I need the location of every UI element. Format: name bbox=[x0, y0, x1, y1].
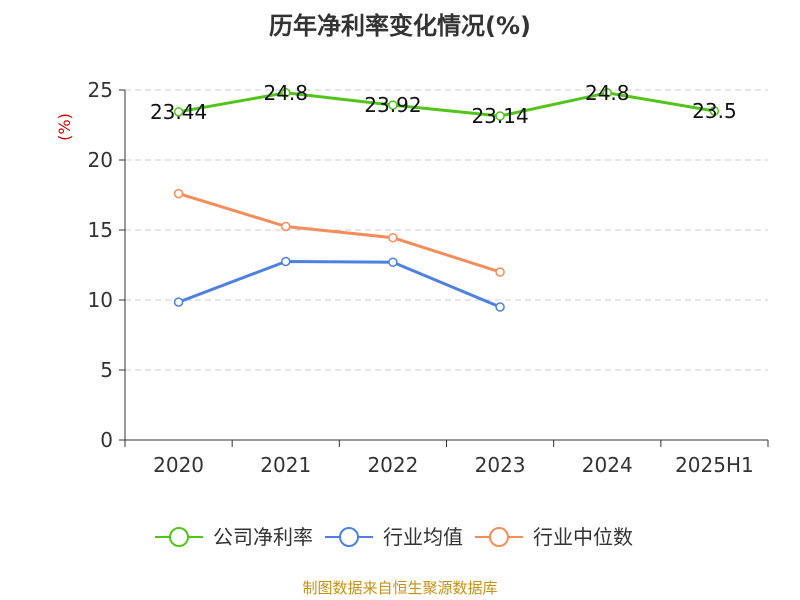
y-tick-label-25: 25 bbox=[88, 78, 113, 102]
series-0-point-2024 bbox=[602, 88, 612, 98]
legend-item-2: 行业中位数 bbox=[475, 525, 633, 549]
legend-label-0: 公司净利率 bbox=[213, 525, 313, 549]
data-label-2023: 23.14 bbox=[471, 104, 528, 128]
legend-label-1: 行业均值 bbox=[383, 525, 463, 549]
series-0-point-2023 bbox=[495, 111, 505, 121]
y-tick-label-10: 10 bbox=[88, 288, 113, 312]
x-tick-label-2023: 2023 bbox=[475, 453, 526, 477]
x-tick-label-2021: 2021 bbox=[260, 453, 311, 477]
legend-item-0: 公司净利率 bbox=[155, 525, 313, 549]
data-label-2022: 23.92 bbox=[364, 93, 421, 117]
data-label-2024: 24.8 bbox=[585, 81, 630, 105]
legend-marker-0 bbox=[169, 527, 189, 547]
data-label-2020: 23.44 bbox=[150, 100, 207, 124]
grid-lines bbox=[125, 89, 768, 371]
legend-item-1: 行业均值 bbox=[325, 525, 463, 549]
legend-marker-2 bbox=[489, 527, 509, 547]
legend-label-2: 行业中位数 bbox=[533, 525, 633, 549]
data-label-2021: 24.8 bbox=[263, 81, 308, 105]
source-note: 制图数据来自恒生聚源数据库 bbox=[302, 579, 497, 597]
series-1-point-2022 bbox=[388, 257, 398, 267]
series-0-point-2020 bbox=[173, 107, 184, 117]
series-0-point-2025H1 bbox=[709, 106, 720, 116]
series-1-point-2020 bbox=[173, 297, 184, 307]
y-tick-label-5: 5 bbox=[100, 358, 113, 382]
x-tick-label-2020: 2020 bbox=[153, 453, 204, 477]
series-line-0 bbox=[177, 91, 716, 118]
series-1-point-2023 bbox=[495, 302, 505, 312]
x-tick-label-2022: 2022 bbox=[367, 453, 418, 477]
series-2-point-2023 bbox=[495, 267, 505, 277]
series-line-2 bbox=[177, 192, 502, 274]
series-2-point-2020 bbox=[173, 188, 184, 199]
x-tick-label-2025H1: 2025H1 bbox=[675, 453, 754, 477]
series-1-point-2021 bbox=[281, 256, 291, 267]
series-line-1 bbox=[177, 260, 502, 309]
data-label-2025H1: 23.5 bbox=[692, 99, 737, 123]
chart-title: 历年净利率变化情况(%) bbox=[269, 12, 531, 40]
y-tick-label-20: 20 bbox=[88, 148, 113, 172]
x-tick-label-2024: 2024 bbox=[582, 453, 633, 477]
legend: 公司净利率 行业均值 行业中位数 bbox=[155, 525, 633, 549]
legend-marker-1 bbox=[339, 527, 359, 547]
series-lines bbox=[173, 88, 720, 312]
axes: 0 5 10 15 20 25 2020 2021 2022 2023 2024 2025H1 bbox=[88, 78, 769, 477]
y-tick-label-0: 0 bbox=[100, 428, 113, 452]
data-labels: 23.44 24.8 23.92 23.14 24.8 23.5 bbox=[150, 81, 737, 128]
y-axis-unit-label: (%) bbox=[55, 113, 74, 141]
series-2-point-2022 bbox=[388, 232, 398, 243]
series-0-point-2022 bbox=[388, 100, 398, 110]
series-2-point-2021 bbox=[281, 221, 291, 232]
series-0-point-2021 bbox=[281, 88, 291, 98]
y-tick-label-15: 15 bbox=[88, 218, 113, 242]
